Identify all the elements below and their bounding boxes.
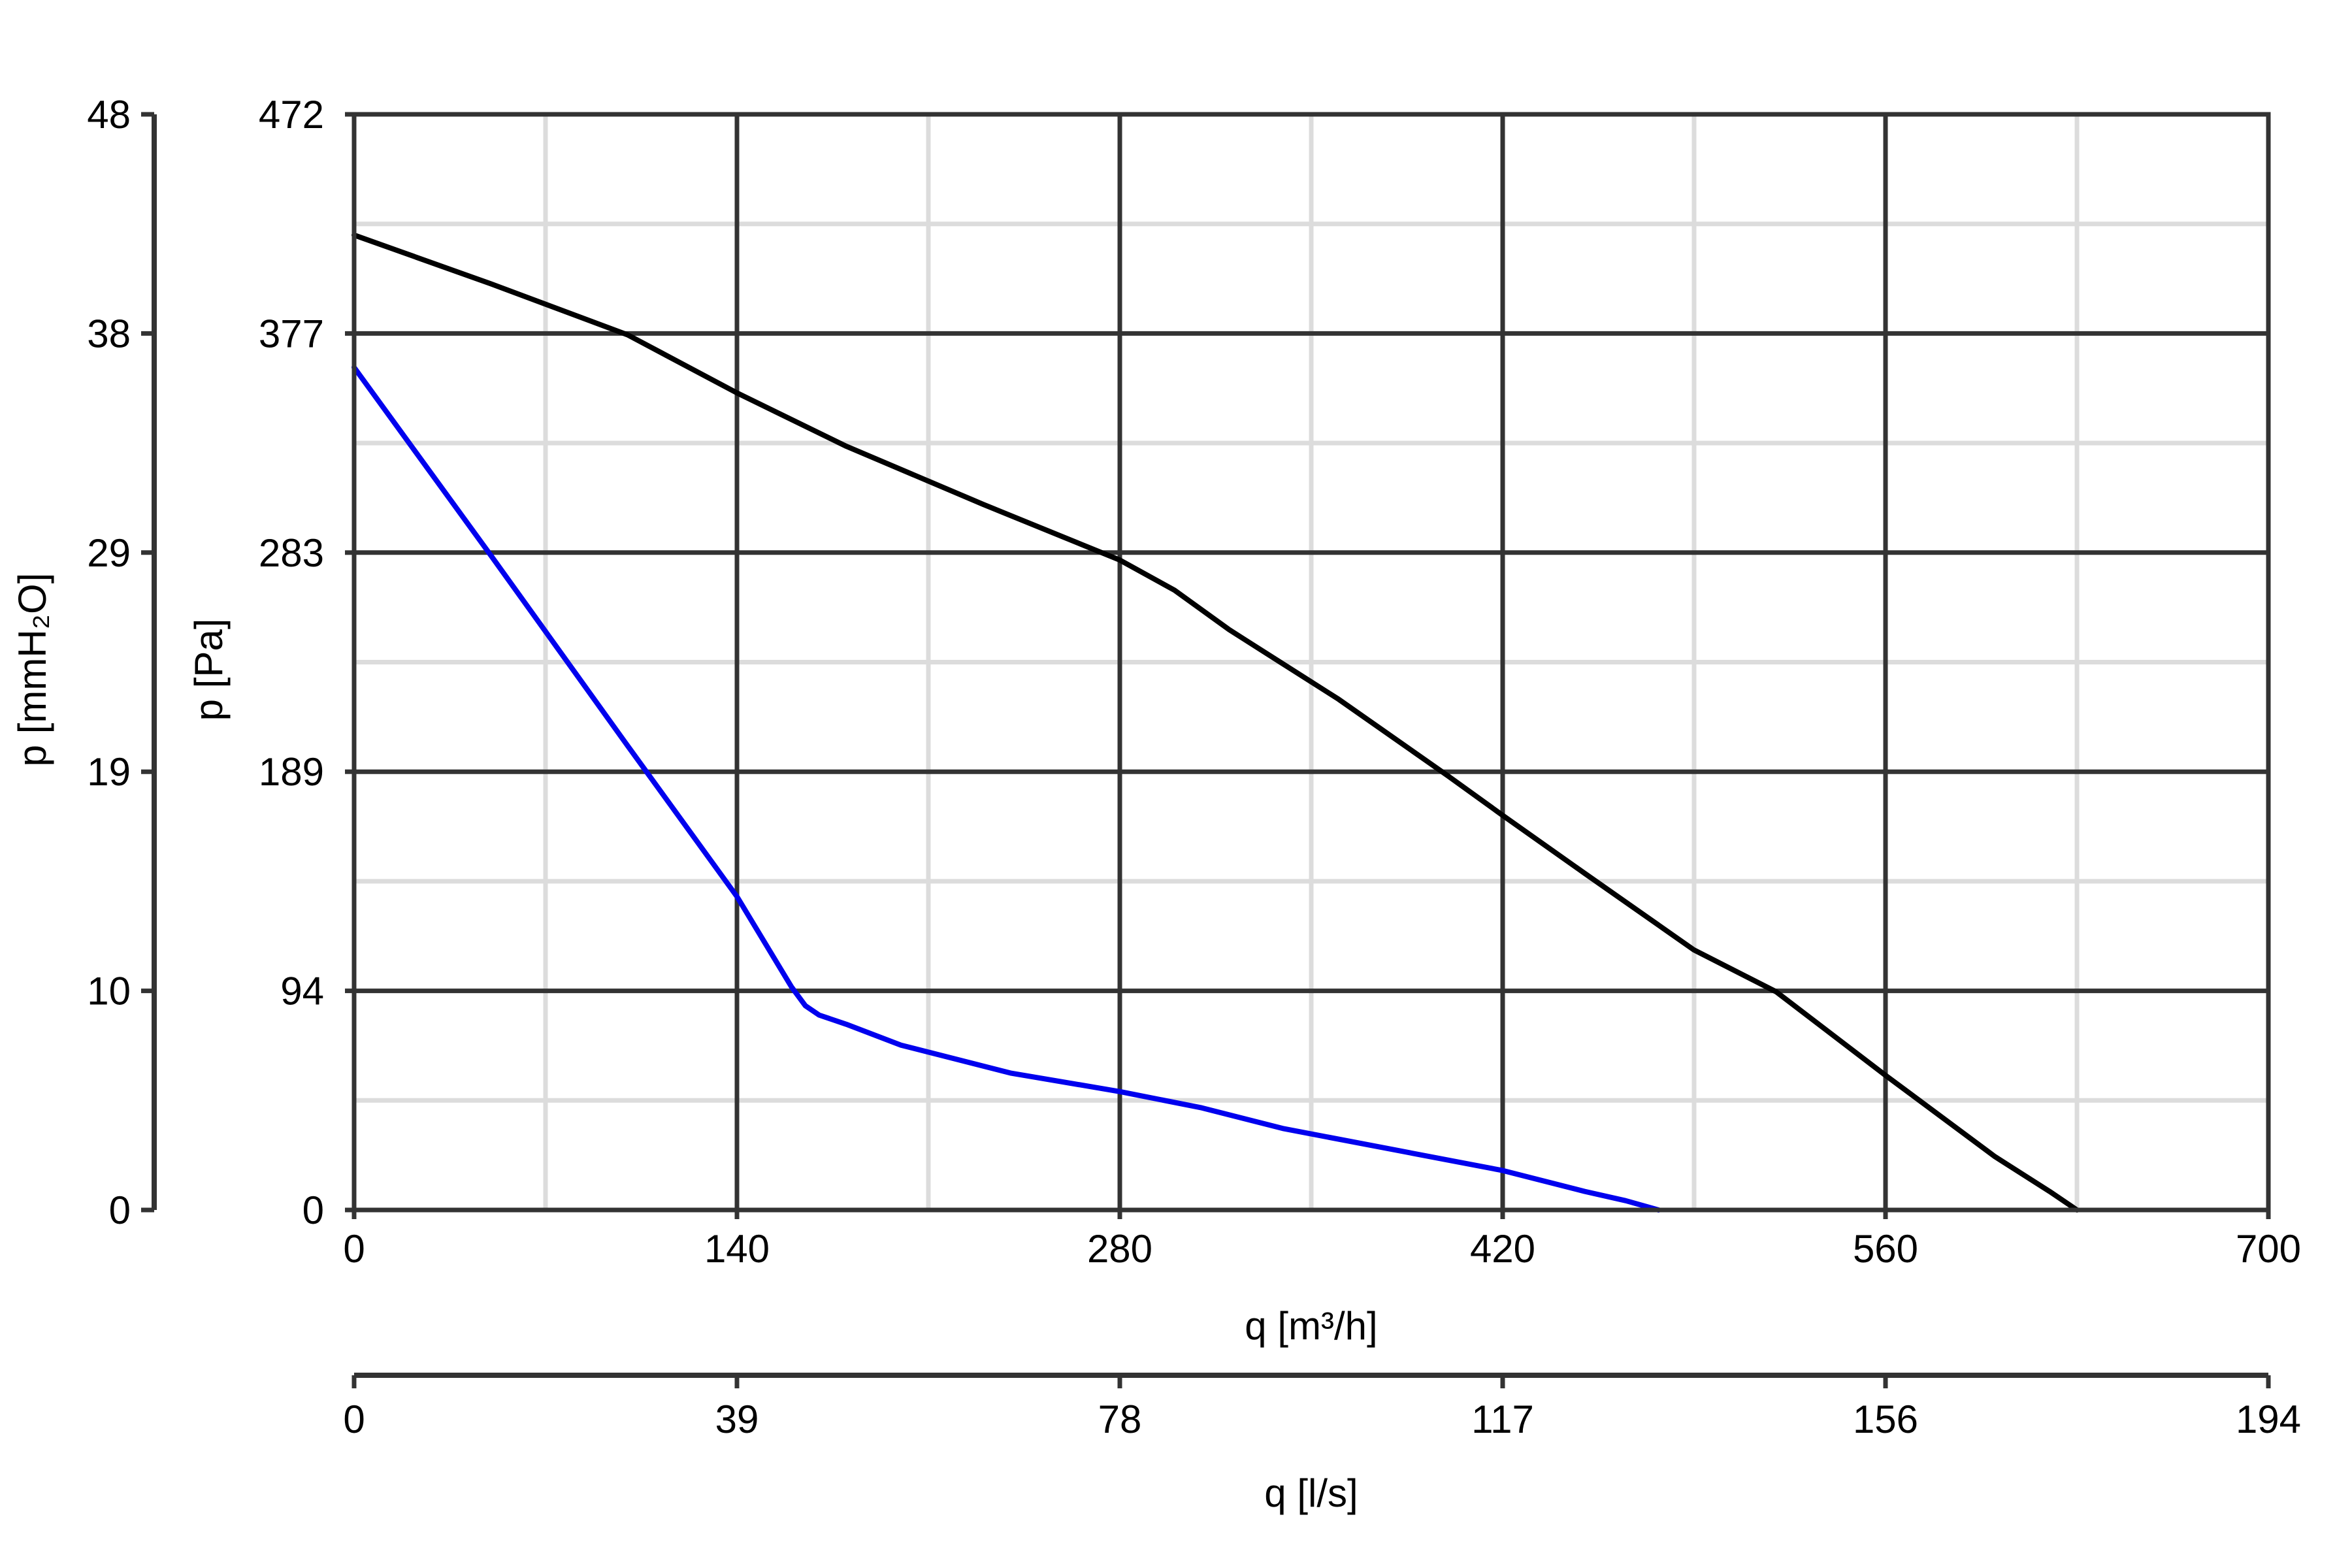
x-secondary-tick-label: 156 (1853, 1397, 1918, 1441)
y-secondary-tick-label: 38 (87, 312, 131, 355)
x-secondary-tick-label: 78 (1098, 1397, 1142, 1441)
x-tick-label: 0 (343, 1227, 365, 1271)
y-secondary-tick-label: 10 (87, 970, 131, 1013)
x-secondary-axis-title: q [l/s] (1264, 1471, 1358, 1515)
pressure-curve-blue (351, 365, 1661, 1213)
y-secondary-tick-label: 19 (87, 750, 131, 794)
x-tick-label: 420 (1470, 1227, 1535, 1271)
x-secondary-tick-label: 0 (343, 1397, 365, 1441)
y-tick-label: 94 (280, 970, 324, 1013)
y-tick-label: 377 (259, 312, 324, 355)
y-secondary-tick-label: 0 (109, 1188, 131, 1232)
pressure-curve-black (351, 232, 2080, 1213)
y-tick-label: 283 (259, 531, 324, 575)
y-tick-label: 189 (259, 750, 324, 794)
labels-layer: 0 140 280 420 560 700 0 94 189 283 377 472 0 10 19 29 38… (87, 93, 2301, 1441)
series-layer (351, 232, 2080, 1213)
x-tick-label: 140 (704, 1227, 770, 1271)
y-axis-title: p [Pa] (187, 619, 231, 721)
x-tick-label: 560 (1853, 1227, 1918, 1271)
x-tick-label: 280 (1087, 1227, 1152, 1271)
x-secondary-tick-label: 117 (1471, 1397, 1534, 1441)
x-secondary-tick-label: 39 (715, 1397, 759, 1441)
plot-border (351, 112, 2271, 1213)
axes-layer (141, 112, 2271, 1388)
y-secondary-tick-label: 48 (87, 93, 131, 137)
x-secondary-tick-label: 194 (2236, 1397, 2301, 1441)
y-tick-label: 0 (302, 1188, 324, 1232)
minor-grid (354, 114, 2268, 1210)
y-secondary-tick-label: 29 (87, 531, 131, 575)
y-tick-label: 472 (259, 93, 324, 137)
x-tick-label: 700 (2236, 1227, 2301, 1271)
x-axis-title: q [m³/h] (1245, 1304, 1377, 1348)
y-secondary-axis-title: p [mmH₂O] (10, 573, 54, 767)
